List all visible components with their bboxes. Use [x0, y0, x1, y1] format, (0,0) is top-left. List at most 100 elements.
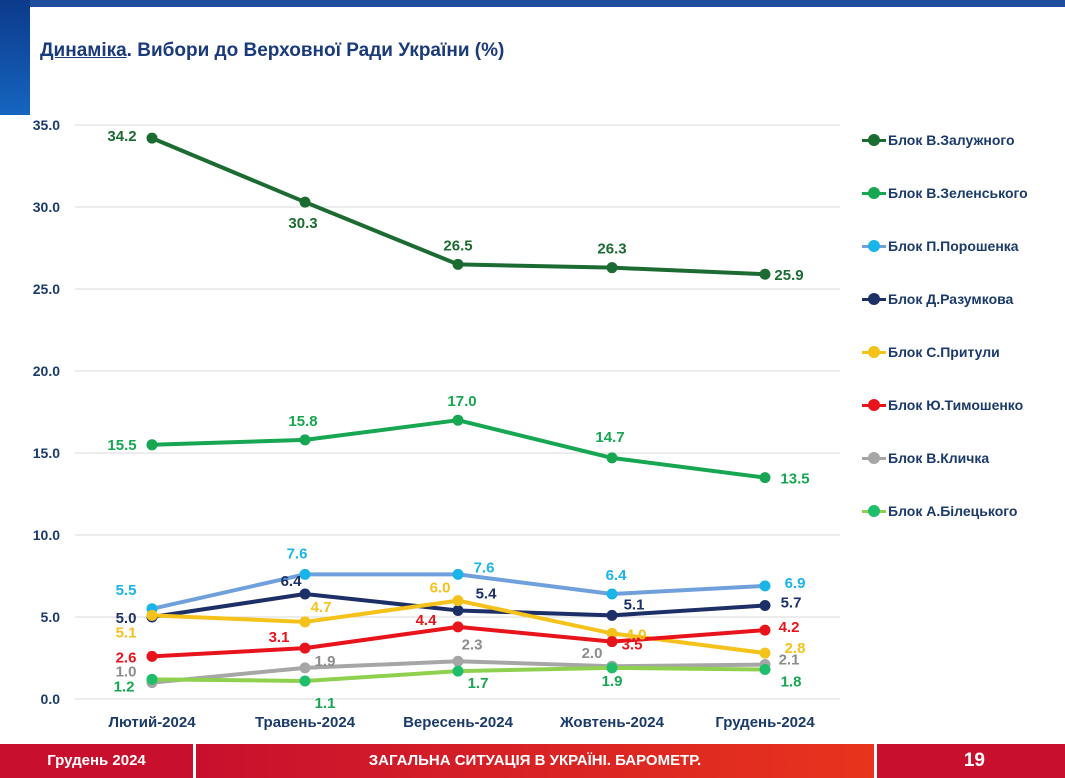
data-label: 6.9: [785, 575, 806, 592]
legend-label: Блок Ю.Тимошенко: [888, 397, 1024, 413]
y-tick-label: 10.0: [33, 527, 60, 543]
legend-marker: [862, 345, 886, 359]
data-label: 15.8: [288, 413, 317, 430]
data-point: [606, 588, 618, 600]
data-label: 4.2: [779, 619, 800, 636]
data-label: 34.2: [107, 128, 136, 145]
data-label: 5.5: [116, 582, 137, 599]
data-label: 1.1: [315, 695, 336, 712]
footer-subtitle: ЗАГАЛЬНА СИТУАЦІЯ В УКРАЇНІ. БАРОМЕТР.: [196, 744, 874, 778]
legend-label: Блок П.Порошенка: [888, 238, 1019, 254]
data-label: 2.3: [462, 636, 483, 653]
data-label: 5.1: [116, 624, 137, 641]
data-label: 4.4: [416, 612, 438, 629]
legend-dot: [868, 293, 880, 305]
data-point: [146, 132, 158, 144]
data-label: 26.3: [597, 241, 626, 258]
data-label: 1.9: [315, 653, 336, 670]
data-label: 5.0: [116, 610, 137, 627]
legend-dot: [868, 505, 880, 517]
y-tick-label: 25.0: [33, 281, 60, 297]
line-chart: 0.0 5.0 10.0 15.0 20.0 25.0 30.0 35.0 Лютий-2024…: [33, 117, 840, 731]
x-tick-label: Лютий-2024: [108, 714, 196, 731]
data-point: [452, 414, 464, 426]
data-point: [759, 268, 771, 280]
data-point: [452, 665, 464, 677]
series-line: [150, 418, 767, 480]
data-point: [146, 650, 158, 662]
data-label: 30.3: [288, 215, 317, 232]
data-label: 15.5: [107, 437, 136, 454]
data-point: [146, 609, 158, 621]
data-label: 7.6: [474, 559, 495, 576]
data-point: [606, 452, 618, 464]
data-label: 2.0: [582, 645, 603, 662]
data-point: [452, 568, 464, 580]
data-label: 3.5: [622, 637, 643, 654]
y-tick-label: 30.0: [33, 199, 60, 215]
data-label: 2.6: [116, 649, 137, 666]
data-point: [759, 647, 771, 659]
legend-marker: [862, 239, 886, 253]
data-point: [146, 673, 158, 685]
x-tick-label: Грудень-2024: [715, 714, 815, 731]
data-label: 13.5: [780, 471, 809, 488]
legend-marker: [862, 292, 886, 306]
data-point: [606, 262, 618, 274]
data-point: [606, 627, 618, 639]
data-label: 2.1: [779, 652, 800, 669]
footer-page: 19: [877, 744, 1065, 778]
legend-dot: [868, 134, 880, 146]
y-tick-label: 20.0: [33, 363, 60, 379]
legend-marker: [862, 504, 886, 518]
data-label: 17.0: [447, 393, 476, 410]
data-point: [299, 588, 311, 600]
legend-marker: [862, 186, 886, 200]
data-point: [606, 636, 618, 648]
data-label: 6.4: [281, 573, 303, 590]
data-point: [606, 662, 618, 674]
data-label: 14.7: [595, 429, 624, 446]
legend-item: Блок Д.Разумкова: [862, 289, 1013, 309]
data-label: 2.8: [785, 640, 806, 657]
legend-dot: [868, 452, 880, 464]
data-label: 5.4: [476, 585, 498, 602]
legend-label: Блок А.Білецького: [888, 503, 1018, 519]
data-point: [299, 196, 311, 208]
y-tick-label: 0.0: [41, 691, 61, 707]
data-label: 5.7: [781, 595, 802, 612]
data-label: 1.8: [781, 673, 802, 690]
data-label: 25.9: [774, 267, 803, 284]
legend-item: Блок В.Кличка: [862, 448, 989, 468]
data-point: [299, 642, 311, 654]
page-number: 19: [963, 750, 985, 771]
y-tick-label: 35.0: [33, 117, 60, 133]
left-accent-block: [0, 0, 30, 115]
data-point: [759, 472, 771, 484]
legend-label: Блок В.Зеленського: [888, 185, 1028, 201]
title-prefix: Динаміка: [40, 40, 127, 61]
data-point: [759, 580, 771, 592]
data-label: 6.4: [606, 567, 628, 584]
data-point: [146, 439, 158, 451]
data-point: [759, 663, 771, 675]
data-point: [759, 624, 771, 636]
legend-item: Блок А.Білецького: [862, 501, 1017, 521]
data-label: 3.1: [269, 629, 290, 646]
legend-marker: [862, 451, 886, 465]
legend-item: Блок В.Залужного: [862, 130, 1015, 150]
data-point: [299, 662, 311, 674]
page-title: Динаміка. Вибори до Верховної Ради Украї…: [40, 40, 504, 62]
data-point: [452, 655, 464, 667]
legend-item: Блок В.Зеленського: [862, 183, 1028, 203]
legend-dot: [868, 187, 880, 199]
data-label: 26.5: [443, 237, 472, 254]
top-accent-bar: [0, 0, 1065, 7]
x-tick-label: Травень-2024: [255, 714, 356, 731]
data-point: [452, 604, 464, 616]
footer-date: Грудень 2024: [0, 744, 193, 778]
data-label: 1.2: [114, 678, 135, 695]
data-point: [299, 568, 311, 580]
data-label: 1.0: [116, 664, 137, 681]
data-point: [606, 609, 618, 621]
